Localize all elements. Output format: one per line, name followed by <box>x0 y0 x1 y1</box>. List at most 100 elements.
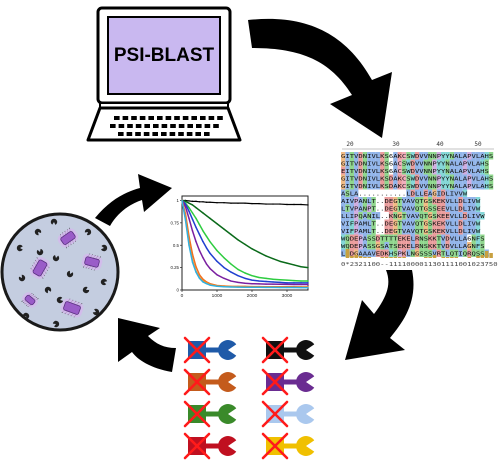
keyboard-key <box>123 116 129 120</box>
data-point <box>195 218 196 219</box>
alignment-sequence: EITVDNIVLKS6ACSWDVVNNPYYNALAPVLAHS <box>341 169 489 175</box>
data-point <box>223 257 224 258</box>
alignment-sequence: AIVPANLT..DEGTVAVQTGSKEKVLLDLIVW <box>341 199 481 205</box>
protein-domain-icon <box>263 338 314 362</box>
data-point <box>230 286 231 287</box>
conservation-bar <box>394 257 398 258</box>
data-point <box>223 228 224 229</box>
data-point <box>185 219 186 220</box>
conservation-bar <box>450 257 454 258</box>
alignment-row: EITVDNIVLKS6ACSWDVVNNPYYNALAPVLAHS <box>341 167 489 175</box>
conservation-bar <box>368 257 372 258</box>
data-point <box>216 202 217 203</box>
keyboard-key <box>183 116 189 120</box>
ruler-label: 30 <box>392 141 400 148</box>
data-point <box>237 269 238 270</box>
consensus-line: 0*2321100--1111000011301111001023750 <box>341 262 498 268</box>
ruler-label: 50 <box>474 141 482 148</box>
x-tick-label: 3000 <box>282 293 293 299</box>
data-point <box>307 280 308 281</box>
data-point <box>223 286 224 287</box>
data-point <box>199 278 200 279</box>
data-point <box>206 236 207 237</box>
keyboard-key <box>174 116 180 120</box>
data-point <box>265 278 266 279</box>
data-point <box>244 287 245 288</box>
series-line <box>182 200 308 284</box>
keyboard-key <box>144 132 150 136</box>
alignment-row: LNDGAAAVEDKHSPKLNGSSSVRTLQTIQRQSSA <box>341 250 490 258</box>
keyboard-key <box>170 132 176 136</box>
data-point <box>195 207 196 208</box>
alignment-sequence: GITVDNIVLKSDAKCSWDVVNNPYYNALAPVLAHS <box>341 177 493 183</box>
conservation-bar <box>363 257 367 258</box>
x-tick-label: 1000 <box>212 293 223 299</box>
protein-domain-icon <box>263 370 314 394</box>
data-point <box>195 227 196 228</box>
data-point <box>300 280 301 281</box>
y-tick-label: 0.75 <box>170 220 179 225</box>
keyboard-key <box>179 124 185 128</box>
data-point <box>251 203 252 204</box>
series-line <box>182 200 308 267</box>
data-point <box>279 282 280 283</box>
data-point <box>209 241 210 242</box>
data-point <box>216 250 217 251</box>
keyboard-key <box>213 124 219 128</box>
conservation-bar <box>359 256 363 258</box>
data-point <box>223 267 224 268</box>
data-point <box>192 219 193 220</box>
keyboard-key <box>144 124 150 128</box>
data-point <box>202 257 203 258</box>
y-tick-label: 0.25 <box>170 265 179 270</box>
ruler-label: 20 <box>346 141 354 148</box>
data-point <box>206 215 207 216</box>
data-point <box>265 255 266 256</box>
keyboard-key <box>187 132 193 136</box>
laptop-icon: PSI-BLAST <box>88 8 240 140</box>
keyboard-key <box>195 132 201 136</box>
data-point <box>202 212 203 213</box>
keyboard-key <box>170 124 176 128</box>
data-point <box>258 277 259 278</box>
conservation-bar <box>402 257 406 258</box>
series-line <box>182 200 308 282</box>
conservation-bar <box>428 257 432 258</box>
data-point <box>230 271 231 272</box>
keyboard-key <box>191 116 197 120</box>
data-point <box>244 244 245 245</box>
alignment-row: LTVPANPT..DEGTVAVQTGSSEEVLLDLIVW <box>341 205 481 213</box>
data-point <box>206 247 207 248</box>
alignment-sequence: VIFPAMLT..DEGTVAVQTGSKEKVLLDLIVW <box>341 229 481 235</box>
data-point <box>307 284 308 285</box>
alignment-row: WQDEPASSDTTTTEKELRNSKKTVDVLLA6NFS <box>341 235 485 243</box>
alignment-sequence: GITVDNIVLKSDAKCSWDVVNNPYYNALAPVLAHS <box>341 184 493 190</box>
data-point <box>199 224 200 225</box>
data-point <box>300 266 301 267</box>
data-point <box>286 204 287 205</box>
conservation-bar <box>398 257 402 258</box>
alignment-row: GITVDNIVLKSDAKCSWDVVNNPYYNALAPVLAHS <box>341 175 493 183</box>
alignment-row: GITVDNIVLKSDAKCSWDVVNNPYYNALAPVLAHS <box>341 182 493 190</box>
conservation-bar <box>350 256 354 258</box>
alignment-row: LLIPQANIL..KNGTVAVQTGSKEEVLLDLIVW <box>341 212 485 220</box>
ruler-label: 40 <box>436 141 444 148</box>
data-point <box>195 241 196 242</box>
data-point <box>258 287 259 288</box>
keyboard-key <box>140 116 146 120</box>
data-point <box>307 267 308 268</box>
data-point <box>251 248 252 249</box>
data-point <box>237 202 238 203</box>
kinetics-chart: 0 1000 2000 3000 0 0.25 0.5 0.75 1 <box>170 196 308 299</box>
y-tick-label: 0 <box>177 288 180 293</box>
data-point <box>195 201 196 202</box>
data-point <box>244 278 245 279</box>
data-point <box>206 263 207 264</box>
keyboard-key <box>204 132 210 136</box>
alignment-row: GITVDNIVLKS6ACSWDVVNNPYYNALAPVLAHS <box>341 160 489 168</box>
data-point <box>272 279 273 280</box>
conservation-bar <box>433 255 437 258</box>
data-point <box>251 275 252 276</box>
data-point <box>307 287 308 288</box>
data-point <box>258 283 259 284</box>
